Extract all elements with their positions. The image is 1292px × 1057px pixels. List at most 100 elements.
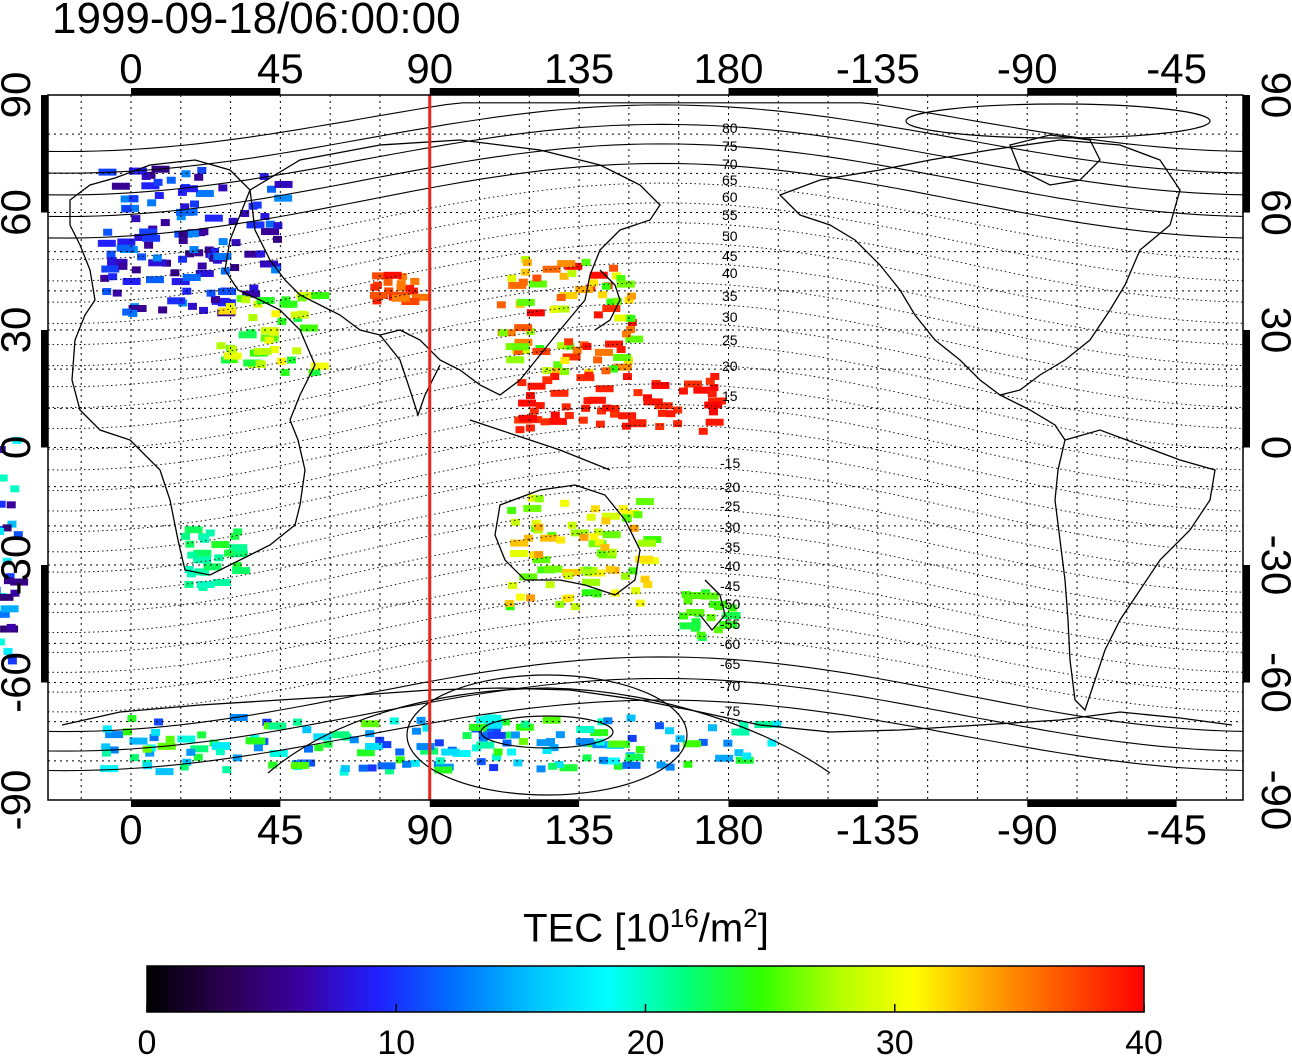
tec-cell xyxy=(643,536,662,544)
tec-cell xyxy=(228,217,238,225)
tec-cell xyxy=(705,418,724,426)
tec-cell xyxy=(523,504,542,512)
tec-cell xyxy=(189,200,199,208)
tec-cell xyxy=(179,185,198,193)
tec-cell xyxy=(510,539,529,547)
tec-cell xyxy=(356,749,375,757)
tec-cell xyxy=(582,754,592,762)
tec-cell xyxy=(529,407,539,415)
magnetic-contour xyxy=(47,202,1244,282)
y-tick-label-left: 0 xyxy=(0,436,39,459)
x-tick-label-top: -90 xyxy=(997,45,1058,92)
tec-cell xyxy=(281,296,291,304)
tec-cell xyxy=(582,578,601,586)
tec-cell xyxy=(610,405,620,413)
tec-cell xyxy=(292,718,302,726)
tec-cell xyxy=(665,727,675,735)
tec-cell xyxy=(525,392,535,400)
tec-cell xyxy=(290,762,309,770)
tec-cell xyxy=(181,230,200,238)
coastline-central-america xyxy=(999,394,1066,441)
tec-cell xyxy=(602,531,621,539)
tec-cell xyxy=(536,765,546,773)
tec-cell xyxy=(101,265,120,273)
tec-cell xyxy=(551,367,561,375)
tec-cell xyxy=(269,328,279,336)
tec-cell xyxy=(382,741,392,749)
x-tick-label-bottom: 0 xyxy=(119,806,142,853)
tec-cell xyxy=(518,737,528,745)
tec-cell xyxy=(252,201,262,209)
tec-cell xyxy=(575,285,594,293)
tec-cell xyxy=(331,731,350,739)
tec-cell xyxy=(772,720,782,728)
tec-cell xyxy=(589,279,599,287)
x-tick-label-bottom: -45 xyxy=(1146,806,1207,853)
tec-cell xyxy=(518,414,537,422)
tec-cell xyxy=(302,726,312,734)
tec-cell xyxy=(311,368,321,376)
tec-cell xyxy=(0,527,5,535)
tec-cell xyxy=(224,549,234,557)
tec-cell xyxy=(640,575,650,583)
tec-cell xyxy=(515,593,525,601)
tec-cell xyxy=(739,721,749,729)
tec-cell xyxy=(228,356,238,364)
tec-cell xyxy=(0,446,6,454)
tec-cell xyxy=(269,749,288,757)
y-tick-label-right: 60 xyxy=(1253,189,1292,236)
tec-cell xyxy=(212,579,231,587)
tec-cell xyxy=(565,342,575,350)
tec-cell xyxy=(578,416,588,424)
tec-cell xyxy=(476,741,495,749)
tec-cell xyxy=(197,731,207,739)
tec-cell xyxy=(147,199,157,207)
colorbar-title: TEC [1016/m2] xyxy=(0,903,1292,951)
tec-cell xyxy=(683,740,702,748)
tec-cell xyxy=(622,761,641,769)
y-tick-label-left: -90 xyxy=(0,770,39,831)
tec-cell xyxy=(178,237,188,245)
tec-cell xyxy=(108,273,118,281)
tec-cell xyxy=(122,205,132,213)
tec-cell xyxy=(269,346,279,354)
tec-cell xyxy=(232,754,242,762)
tec-cell xyxy=(10,589,20,597)
tec-cell xyxy=(560,499,570,507)
tec-cell xyxy=(561,403,571,411)
tec-cell xyxy=(240,209,250,217)
south-pole-contour-inner xyxy=(480,715,614,749)
magnetic-contour xyxy=(47,486,1244,573)
tec-cell xyxy=(396,280,406,288)
tec-cell xyxy=(593,528,603,536)
x-tick-label-top: 45 xyxy=(257,45,304,92)
colorbar-title-unit: /m xyxy=(698,906,744,951)
tec-cell xyxy=(260,213,270,221)
tec-cell xyxy=(735,756,754,764)
tec-cell xyxy=(709,384,719,392)
tec-cell xyxy=(622,373,632,381)
tec-cell xyxy=(271,310,281,318)
south-pole-contour-outer xyxy=(267,687,831,774)
tec-cell xyxy=(280,368,290,376)
tec-cell xyxy=(596,549,606,557)
tec-cell xyxy=(165,735,175,743)
tec-cell xyxy=(622,514,632,522)
coastline-asia xyxy=(249,139,661,396)
tec-cell xyxy=(613,363,632,371)
tec-cell xyxy=(491,726,501,734)
tec-cell xyxy=(654,722,664,730)
coastline-new-zealand xyxy=(699,579,726,632)
tec-cell xyxy=(435,757,445,765)
tec-cell xyxy=(249,284,259,292)
tec-cell xyxy=(128,304,147,312)
tec-cell xyxy=(528,551,538,559)
tec-cell xyxy=(710,372,720,380)
tec-cell xyxy=(613,762,623,770)
tec-cell xyxy=(589,271,608,279)
tec-cell xyxy=(137,253,147,261)
tec-cell xyxy=(196,581,215,589)
magnetic-contour xyxy=(47,222,1244,303)
tec-cell xyxy=(396,283,406,291)
tec-cell xyxy=(122,728,132,736)
